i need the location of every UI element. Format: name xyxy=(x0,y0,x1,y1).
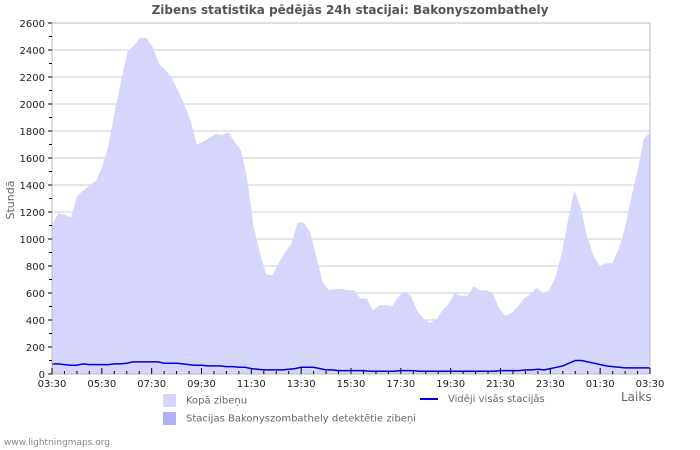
svg-text:2400: 2400 xyxy=(20,46,45,57)
svg-text:01:30: 01:30 xyxy=(586,379,615,390)
svg-text:800: 800 xyxy=(26,262,45,273)
svg-text:2200: 2200 xyxy=(20,73,45,84)
svg-text:1200: 1200 xyxy=(20,208,45,219)
svg-text:03:30: 03:30 xyxy=(636,379,665,390)
svg-text:19:30: 19:30 xyxy=(436,379,465,390)
svg-text:23:30: 23:30 xyxy=(536,379,565,390)
legend-label-average: Vidēji visās stacijās xyxy=(448,394,545,405)
svg-text:1800: 1800 xyxy=(20,127,45,138)
svg-text:15:30: 15:30 xyxy=(337,379,366,390)
legend-swatch-total xyxy=(163,394,176,407)
x-axis-ticks: 03:30 05:30 07:30 09:30 11:30 13:30 15:30 17:30… xyxy=(38,368,665,390)
x-axis-title: Laiks xyxy=(621,390,652,404)
svg-text:05:30: 05:30 xyxy=(87,379,116,390)
svg-text:200: 200 xyxy=(26,343,45,354)
svg-text:600: 600 xyxy=(26,289,45,300)
legend-swatch-station xyxy=(163,412,176,425)
svg-text:07:30: 07:30 xyxy=(137,379,166,390)
legend-label-total: Kopā zibeņu xyxy=(186,395,248,407)
legend-item-station: Stacijas Bakonyszombathely detektētie zi… xyxy=(163,412,416,425)
footer-link[interactable]: www.lightningmaps.org xyxy=(4,438,110,448)
legend-label-station: Stacijas Bakonyszombathely detektētie zi… xyxy=(186,413,416,425)
svg-text:17:30: 17:30 xyxy=(386,379,415,390)
svg-text:1400: 1400 xyxy=(20,181,45,192)
svg-text:2600: 2600 xyxy=(20,19,45,30)
y-axis-ticks: 0 200 400 600 800 1000 1200 1400 1600 1800 2000 220… xyxy=(20,19,52,381)
svg-text:03:30: 03:30 xyxy=(38,379,67,390)
svg-text:09:30: 09:30 xyxy=(187,379,216,390)
chart-title: Zibens statistika pēdējās 24h stacijai: … xyxy=(151,3,549,17)
svg-text:1000: 1000 xyxy=(20,235,45,246)
legend-line-average xyxy=(420,398,438,400)
svg-text:11:30: 11:30 xyxy=(237,379,266,390)
svg-text:400: 400 xyxy=(26,316,45,327)
total-lightning-area xyxy=(52,37,650,375)
legend-item-average: Vidēji visās stacijās xyxy=(420,394,545,405)
legend-item-total: Kopā zibeņu xyxy=(163,394,247,407)
y-axis-title: Stundā xyxy=(4,181,17,220)
svg-text:1600: 1600 xyxy=(20,154,45,165)
svg-text:21:30: 21:30 xyxy=(486,379,515,390)
svg-text:0: 0 xyxy=(39,370,45,381)
svg-text:13:30: 13:30 xyxy=(287,379,316,390)
svg-text:2000: 2000 xyxy=(20,100,45,111)
